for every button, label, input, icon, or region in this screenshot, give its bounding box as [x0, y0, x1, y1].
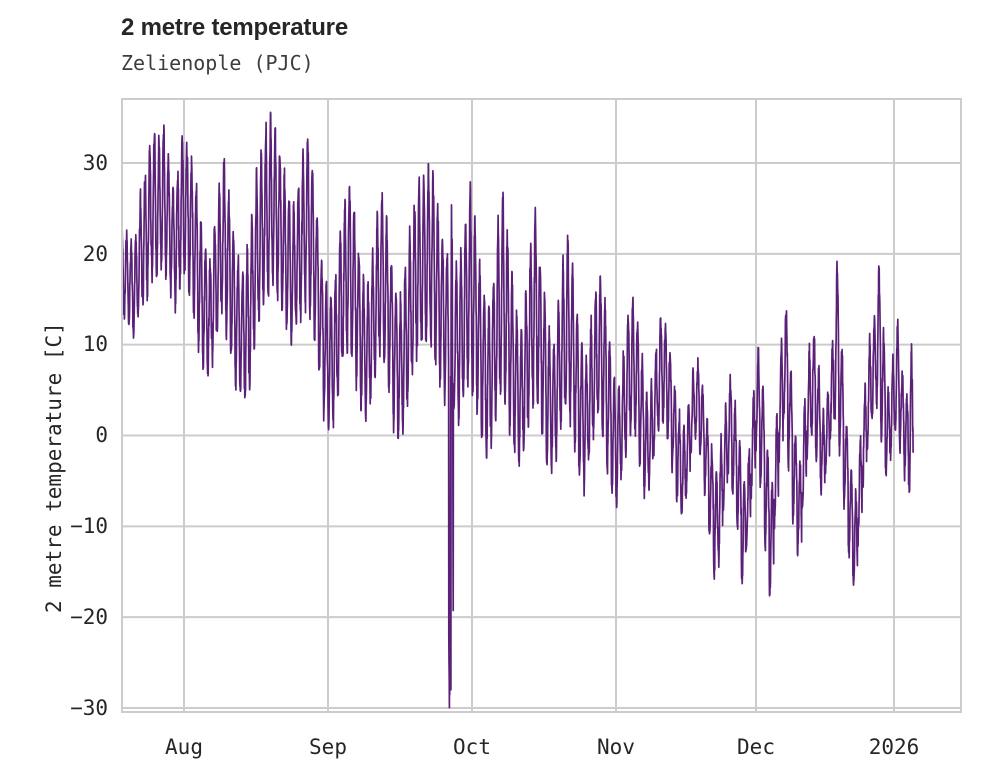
- plot-area: [121, 98, 962, 713]
- y-axis-tick-labels: 30 20 10 0 −10 −20 −30: [0, 0, 108, 782]
- y-tick-label: 0: [95, 423, 108, 447]
- y-tick-label: 10: [82, 332, 108, 356]
- y-tick-label: −20: [70, 605, 108, 629]
- y-tick-label: −10: [70, 514, 108, 538]
- plot-svg: [123, 100, 960, 711]
- x-tick-label-nov: Nov: [597, 735, 635, 759]
- y-tick-label: 20: [82, 242, 108, 266]
- x-tick-label-dec: Dec: [737, 735, 775, 759]
- chart-title: 2 metre temperature: [121, 14, 348, 41]
- x-tick-label-aug: Aug: [165, 735, 203, 759]
- x-tick-label-oct: Oct: [453, 735, 491, 759]
- y-tick-label: −30: [70, 696, 108, 720]
- data-series-group: [123, 111, 914, 709]
- y-tick-label: 30: [82, 151, 108, 175]
- x-tick-label-sep: Sep: [309, 735, 347, 759]
- x-tick-label-2026: 2026: [868, 735, 920, 759]
- temperature-line: [123, 111, 914, 709]
- chart-subtitle: Zelienople (PJC): [121, 51, 314, 75]
